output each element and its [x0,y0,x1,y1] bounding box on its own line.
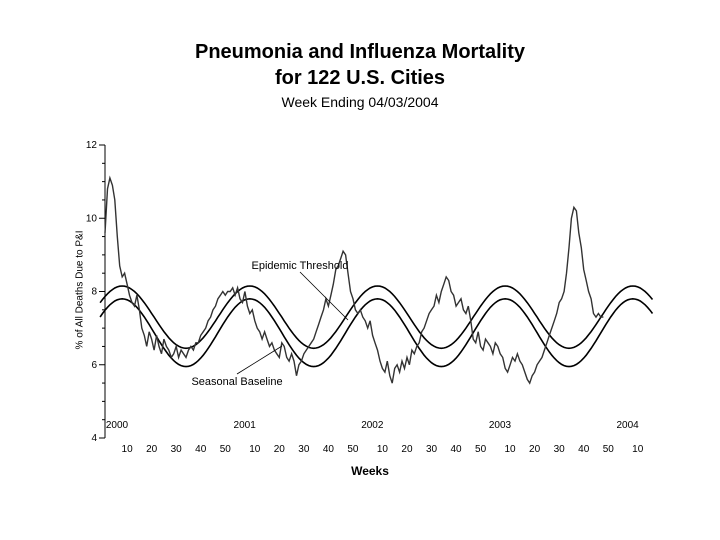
chart-subtitle: Week Ending 04/03/2004 [281,94,439,110]
x-tick-label: 40 [323,444,335,455]
y-tick-label: 8 [91,287,97,298]
year-label: 2000 [106,420,129,431]
x-tick-label: 40 [195,444,207,455]
y-tick-label: 10 [86,213,98,224]
y-tick-label: 12 [86,140,98,151]
x-tick-label: 20 [274,444,286,455]
y-tick-label: 4 [91,433,97,444]
x-tick-label: 40 [450,444,462,455]
x-tick-label: 50 [603,444,615,455]
x-tick-label: 30 [554,444,566,455]
year-label: 2004 [617,420,640,431]
seasonal-baseline-leader [236,345,283,375]
seasonal-baseline-curve [99,297,654,368]
chart-title-line2: for 122 U.S. Cities [274,67,446,89]
y-tick-label: 6 [91,360,97,371]
x-tick-label: 10 [505,444,517,455]
x-tick-label: 10 [122,444,134,455]
epidemic-threshold-label: Epidemic Threshold [251,260,348,272]
x-axis-label: Weeks [351,464,389,478]
x-tick-label: 50 [347,444,359,455]
x-tick-label: 30 [171,444,183,455]
x-tick-label: 40 [578,444,590,455]
year-label: 2002 [361,420,384,431]
x-tick-label: 30 [426,444,438,455]
seasonal-baseline-label: Seasonal Baseline [191,376,282,388]
mortality-series-line [104,175,604,385]
x-tick-label: 20 [146,444,158,455]
chart-title: Pneumonia and Influenza Mortality [194,41,526,63]
x-tick-label: 20 [529,444,541,455]
year-label: 2003 [489,420,512,431]
epidemic-threshold-curve [99,285,654,350]
x-tick-label: 30 [298,444,310,455]
year-label: 2001 [234,420,257,431]
x-tick-label: 50 [220,444,232,455]
epidemic-threshold-leader [299,271,349,321]
x-tick-label: 10 [377,444,389,455]
x-tick-label: 50 [475,444,487,455]
x-tick-label: 20 [401,444,413,455]
x-tick-label: 10 [249,444,261,455]
x-tick-label: 10 [632,444,644,455]
